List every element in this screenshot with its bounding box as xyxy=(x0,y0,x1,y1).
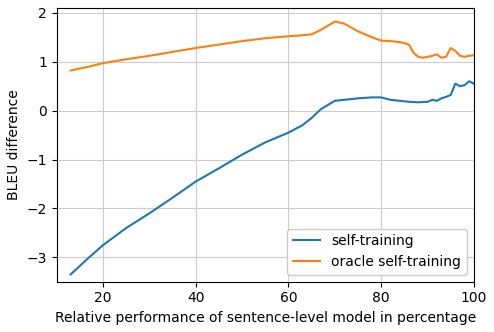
oracle self-training xyxy=(86,65,92,69)
oracle self-training xyxy=(466,54,472,58)
oracle self-training xyxy=(309,32,315,36)
oracle self-training xyxy=(100,61,106,65)
self-training xyxy=(169,196,175,200)
self-training xyxy=(355,96,361,100)
self-training xyxy=(286,130,291,134)
self-training xyxy=(216,166,222,170)
oracle self-training xyxy=(378,39,384,42)
self-training xyxy=(193,180,199,184)
self-training xyxy=(424,100,430,104)
Line: oracle self-training: oracle self-training xyxy=(71,22,474,70)
self-training xyxy=(443,95,449,99)
oracle self-training xyxy=(169,50,175,54)
oracle self-training xyxy=(318,28,324,32)
oracle self-training xyxy=(216,42,222,46)
Line: self-training: self-training xyxy=(71,81,474,275)
oracle self-training xyxy=(429,54,435,58)
self-training xyxy=(86,255,92,259)
self-training xyxy=(415,100,421,104)
self-training xyxy=(453,82,458,86)
self-training xyxy=(100,243,106,247)
oracle self-training xyxy=(68,68,74,72)
oracle self-training xyxy=(439,56,445,60)
oracle self-training xyxy=(369,35,375,39)
oracle self-training xyxy=(193,46,199,50)
self-training xyxy=(309,116,315,120)
self-training xyxy=(466,79,472,83)
self-training xyxy=(397,99,403,103)
oracle self-training xyxy=(124,57,129,61)
self-training xyxy=(318,107,324,111)
self-training xyxy=(262,140,268,144)
self-training xyxy=(434,99,440,103)
self-training xyxy=(332,99,338,103)
oracle self-training xyxy=(402,41,408,45)
oracle self-training xyxy=(415,55,421,59)
oracle self-training xyxy=(262,36,268,40)
oracle self-training xyxy=(332,20,338,24)
oracle self-training xyxy=(420,56,426,60)
self-training xyxy=(146,211,152,215)
self-training xyxy=(457,84,463,88)
self-training xyxy=(461,83,467,87)
self-training xyxy=(471,82,477,86)
oracle self-training xyxy=(448,46,453,50)
X-axis label: Relative performance of sentence-level model in percentage: Relative performance of sentence-level m… xyxy=(55,311,476,325)
self-training xyxy=(406,100,412,104)
Y-axis label: BLEU difference: BLEU difference xyxy=(7,89,21,200)
oracle self-training xyxy=(355,29,361,33)
oracle self-training xyxy=(341,22,347,26)
oracle self-training xyxy=(443,55,449,59)
oracle self-training xyxy=(286,34,291,38)
oracle self-training xyxy=(471,53,477,57)
oracle self-training xyxy=(461,55,467,59)
self-training xyxy=(239,153,245,157)
oracle self-training xyxy=(239,39,245,43)
oracle self-training xyxy=(434,52,440,56)
oracle self-training xyxy=(411,51,416,55)
oracle self-training xyxy=(406,42,412,46)
self-training xyxy=(378,95,384,99)
oracle self-training xyxy=(424,55,430,59)
oracle self-training xyxy=(397,40,403,44)
self-training xyxy=(299,123,305,127)
self-training xyxy=(387,98,393,102)
self-training xyxy=(439,96,445,100)
oracle self-training xyxy=(299,33,305,37)
self-training xyxy=(341,98,347,102)
self-training xyxy=(68,273,74,277)
oracle self-training xyxy=(453,49,458,53)
self-training xyxy=(429,98,435,102)
Legend: self-training, oracle self-training: self-training, oracle self-training xyxy=(287,229,467,275)
oracle self-training xyxy=(146,54,152,58)
oracle self-training xyxy=(387,39,393,43)
self-training xyxy=(448,93,453,97)
self-training xyxy=(124,226,129,230)
self-training xyxy=(369,95,375,99)
oracle self-training xyxy=(457,54,463,58)
